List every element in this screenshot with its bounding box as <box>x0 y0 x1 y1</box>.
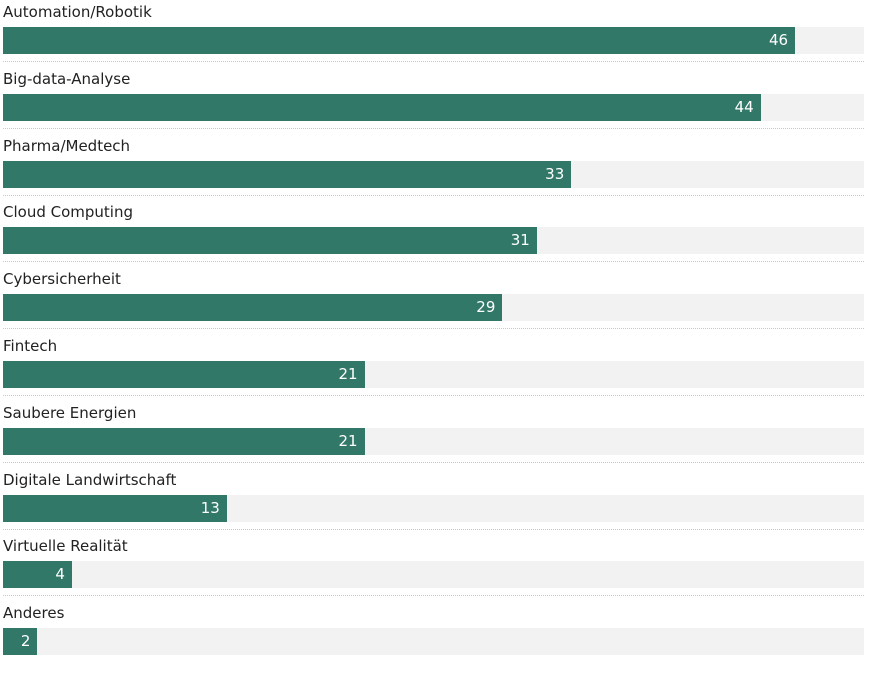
row-divider <box>3 595 864 597</box>
chart-row: Digitale Landwirtschaft 13 <box>0 468 873 535</box>
value-label: 31 <box>510 231 530 250</box>
bar-track: 31 <box>3 227 864 255</box>
row-divider <box>3 528 864 530</box>
bar: 29 <box>3 294 503 322</box>
value-label: 44 <box>734 97 754 116</box>
category-label: Anderes <box>3 604 65 623</box>
bar-track: 21 <box>3 361 864 388</box>
row-divider <box>3 61 864 62</box>
bar-track: 29 <box>3 294 864 322</box>
chart-row: Virtuelle Realität 4 <box>0 534 873 601</box>
category-label: Big-data-Analyse <box>3 69 131 88</box>
bar-track: 33 <box>3 160 864 188</box>
row-divider <box>3 261 864 263</box>
bar: 4 <box>3 561 72 589</box>
value-label: 46 <box>769 31 789 49</box>
chart-row: Cybersicherheit 29 <box>0 267 873 334</box>
row-divider <box>3 328 864 330</box>
chart-row: Cloud Computing 31 <box>0 200 873 267</box>
row-divider <box>3 395 864 396</box>
chart-row: Pharma/Medtech 33 <box>0 134 873 201</box>
chart-row: Fintech 21 <box>0 334 873 401</box>
row-divider <box>3 194 864 196</box>
bar: 46 <box>3 27 796 54</box>
bar-track: 2 <box>3 628 864 656</box>
value-label: 33 <box>545 164 565 183</box>
bar: 21 <box>3 427 365 455</box>
row-divider <box>3 461 864 463</box>
category-label: Fintech <box>3 337 58 355</box>
bar: 44 <box>3 93 761 121</box>
bar-track: 21 <box>3 427 864 455</box>
category-label: Digitale Landwirtschaft <box>3 470 177 489</box>
chart-row: Automation/Robotik 46 <box>0 0 873 67</box>
value-label: 21 <box>338 365 358 383</box>
category-label: Cloud Computing <box>3 203 133 222</box>
chart-row: Big-data-Analyse 44 <box>0 67 873 134</box>
bar: 13 <box>3 494 227 522</box>
value-label: 2 <box>20 632 31 651</box>
chart-row: Anderes 2 <box>0 601 873 668</box>
bar-track: 13 <box>3 494 864 522</box>
value-label: 4 <box>55 565 65 584</box>
bar-track: 46 <box>3 27 864 54</box>
bar: 31 <box>3 227 537 255</box>
bar: 2 <box>3 628 38 656</box>
category-label: Pharma/Medtech <box>3 136 131 155</box>
category-label: Saubere Energien <box>3 403 137 422</box>
bar: 21 <box>3 361 365 388</box>
bar-track: 4 <box>3 561 864 589</box>
category-label: Cybersicherheit <box>3 270 121 289</box>
category-label: Virtuelle Realität <box>3 537 128 556</box>
value-label: 21 <box>338 431 358 450</box>
value-label: 13 <box>200 498 220 517</box>
bar: 33 <box>3 160 572 188</box>
chart-row: Saubere Energien 21 <box>0 401 873 468</box>
bar-track: 44 <box>3 93 864 121</box>
category-label: Automation/Robotik <box>3 3 152 21</box>
value-label: 29 <box>476 298 496 317</box>
row-divider <box>3 127 864 129</box>
